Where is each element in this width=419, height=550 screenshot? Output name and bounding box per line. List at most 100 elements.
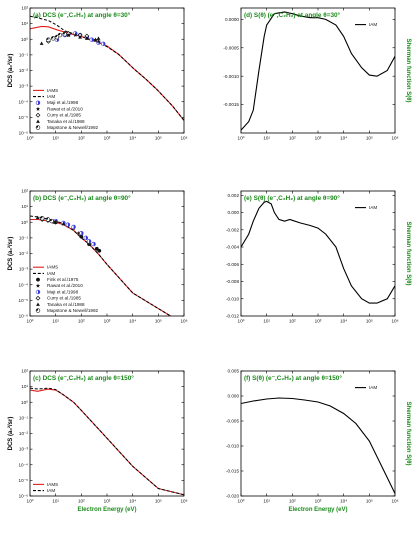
x-tick-label: 10⁰ xyxy=(238,136,245,141)
y-tick-label: 10⁻² xyxy=(19,431,29,436)
x-tick-label: 10⁵ xyxy=(155,136,162,141)
y-tick-label: -0.005 xyxy=(226,419,239,424)
x-tick-label: 10⁴ xyxy=(340,319,347,324)
data-point xyxy=(71,224,76,230)
legend-marker xyxy=(36,119,40,123)
plot-area xyxy=(30,215,172,316)
panel-title: (f) S(θ) (e⁻,C₂H₂) at angle θ=150° xyxy=(244,374,342,382)
y-tick-label: 10⁻³ xyxy=(19,267,29,272)
plot-frame xyxy=(29,7,185,134)
data-point xyxy=(66,33,71,37)
y-tick-label: -0.010 xyxy=(226,296,239,301)
legend-label: IAMS xyxy=(47,88,58,93)
y-tick-label: 10⁻³ xyxy=(19,84,29,89)
x-tick-label: 10⁵ xyxy=(155,499,162,504)
y-tick-label: 10⁻² xyxy=(19,68,29,73)
x-tick-label: 10¹ xyxy=(263,319,270,324)
y-tick-label: 10⁻⁴ xyxy=(18,462,28,467)
x-tick-label: 10² xyxy=(289,499,296,504)
legend-label: Maji et al./1998 xyxy=(47,289,79,294)
y-tick-label: 0.002 xyxy=(228,193,240,198)
x-tick-label: 10³ xyxy=(104,136,111,141)
data-point xyxy=(83,235,89,241)
y-tick-label: 10⁻⁶ xyxy=(19,131,29,136)
data-point xyxy=(79,230,84,236)
y-axis-label: Sherman function S(θ) xyxy=(405,222,411,286)
legend-label: Maji et al./1998 xyxy=(47,100,79,105)
data-point xyxy=(91,241,96,247)
x-tick-label: 10¹ xyxy=(263,499,270,504)
legend-label: IAM xyxy=(47,271,55,276)
legend: IAM xyxy=(355,205,377,210)
data-point xyxy=(62,32,67,37)
x-tick-label: 10² xyxy=(78,136,85,141)
legend-marker xyxy=(35,125,41,130)
legend-label: Tanaka et al./1988 xyxy=(47,119,85,124)
legend-label: Fink et al./1975 xyxy=(47,277,79,282)
legend-label: IAM xyxy=(369,22,377,27)
series-iam-line xyxy=(241,200,395,304)
legend: IAM xyxy=(355,22,377,27)
y-axis-label: Sherman function S(θ) xyxy=(405,402,411,466)
data-point xyxy=(65,222,71,227)
x-tick-label: 10⁶ xyxy=(391,319,398,324)
data-point xyxy=(93,37,98,42)
y-tick-label: 10² xyxy=(21,369,28,374)
chart-panel-6: 10⁰ 10¹ 10² 10³ 10⁴ 10⁵ 10⁶ 0.005 0.000 -0.005 -0.… xyxy=(226,369,411,513)
series-iam-line xyxy=(30,387,184,496)
y-tick-label: 10¹ xyxy=(21,384,28,389)
x-tick-label: 10³ xyxy=(315,136,322,141)
y-tick-label: 10⁻⁴ xyxy=(18,99,28,104)
series-iam-line xyxy=(241,11,395,131)
plot-frame xyxy=(240,370,396,497)
x-tick-label: 10⁵ xyxy=(366,136,373,141)
y-tick-label: 10⁻² xyxy=(19,251,29,256)
legend-label: IAMS xyxy=(47,265,58,270)
x-tick-label: 10⁴ xyxy=(129,136,136,141)
panel-title: (b) DCS (e⁻,C₂H₂) at angle θ=90° xyxy=(33,194,131,202)
y-tick-label: -0.006 xyxy=(226,262,239,267)
x-tick-label: 10³ xyxy=(104,319,111,324)
panel-title: (c) DCS (e⁻,C₂H₂) at angle θ=150° xyxy=(33,374,134,382)
legend-label: Curry et al./1985 xyxy=(47,113,81,118)
legend-marker xyxy=(35,295,41,301)
y-axis-label: Sherman function S(θ) xyxy=(405,39,411,103)
x-tick-label: 10⁰ xyxy=(27,319,34,324)
y-tick-label: 10⁻⁵ xyxy=(19,115,29,120)
plot-frame xyxy=(29,370,185,497)
x-tick-label: 10⁰ xyxy=(27,499,34,504)
legend: IAM xyxy=(355,385,377,390)
y-tick-label: 10⁻⁶ xyxy=(19,494,29,499)
legend-marker xyxy=(36,302,40,306)
series-iams-line xyxy=(30,388,184,496)
x-tick-label: 10⁴ xyxy=(340,136,347,141)
data-point xyxy=(57,32,63,38)
y-axis-label: DCS (a₀²/sr) xyxy=(7,237,14,271)
data-point xyxy=(78,35,82,39)
panel-title: (e) S(θ) (e⁻,C₂H₂) at angle θ=90° xyxy=(244,194,340,202)
panel-title: (a) DCS (e⁻,C₂H₂) at angle θ=30° xyxy=(33,11,131,19)
data-point xyxy=(54,34,60,40)
y-tick-label: -0.0005 xyxy=(223,45,239,50)
x-tick-label: 10⁶ xyxy=(180,499,187,504)
y-tick-label: 10² xyxy=(21,189,28,194)
y-tick-label: -0.015 xyxy=(226,469,239,474)
y-tick-label: 10⁻³ xyxy=(19,447,29,452)
x-tick-label: 10³ xyxy=(315,499,322,504)
legend-label: IAM xyxy=(369,205,377,210)
y-tick-label: 0.005 xyxy=(228,369,240,374)
y-tick-label: 10¹ xyxy=(21,204,28,209)
x-tick-label: 10⁶ xyxy=(180,319,187,324)
plot-frame xyxy=(240,190,396,317)
y-tick-label: 10¹ xyxy=(21,21,28,26)
data-point xyxy=(61,221,66,226)
data-point xyxy=(40,216,45,221)
chart-panel-2: 10⁰ 10¹ 10² 10³ 10⁴ 10⁵ 10⁶ 0.0000 -0.0005 -0.001… xyxy=(223,7,411,141)
y-tick-label: -0.012 xyxy=(226,314,239,319)
y-tick-label: 10⁰ xyxy=(21,400,28,405)
x-axis-label: Electron Energy (eV) xyxy=(288,507,347,513)
y-tick-label: -0.002 xyxy=(226,227,239,232)
